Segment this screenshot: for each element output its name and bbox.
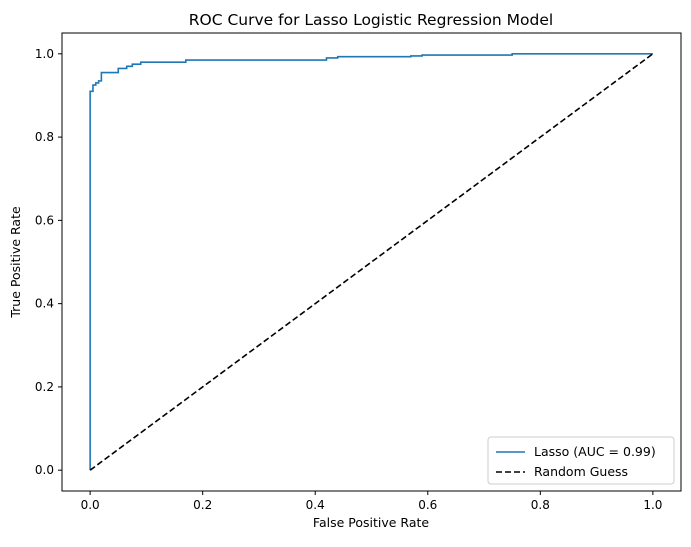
- legend-label-lasso: Lasso (AUC = 0.99): [534, 444, 656, 459]
- x-axis-ticks: 0.0 0.2 0.4 0.6 0.8 1.0: [81, 491, 662, 512]
- chart-title: ROC Curve for Lasso Logistic Regression …: [189, 11, 553, 29]
- series-layer: [89, 53, 654, 471]
- y-tick-label: 0.4: [35, 297, 54, 311]
- y-tick-label: 0.2: [35, 380, 54, 394]
- y-tick-label: 0.6: [35, 213, 54, 227]
- series-line-0: [89, 53, 653, 471]
- y-tick-label: 1.0: [35, 47, 54, 61]
- plot-area: [62, 33, 681, 491]
- x-tick-label: 0.4: [306, 498, 325, 512]
- y-axis-label: True Positive Rate: [8, 206, 23, 319]
- x-tick-label: 1.0: [643, 498, 662, 512]
- x-tick-label: 0.2: [193, 498, 212, 512]
- x-tick-label: 0.6: [418, 498, 437, 512]
- legend-label-random: Random Guess: [534, 464, 628, 479]
- x-tick-label: 0.8: [531, 498, 550, 512]
- y-tick-label: 0.0: [35, 463, 54, 477]
- x-tick-label: 0.0: [81, 498, 100, 512]
- x-axis-label: False Positive Rate: [313, 515, 429, 530]
- legend: Lasso (AUC = 0.99) Random Guess: [487, 436, 675, 485]
- legend-box: [487, 436, 675, 485]
- plot-frame: [61, 32, 682, 492]
- y-tick-label: 0.8: [35, 130, 54, 144]
- y-axis-ticks: 0.0 0.2 0.4 0.6 0.8 1.0: [35, 47, 62, 477]
